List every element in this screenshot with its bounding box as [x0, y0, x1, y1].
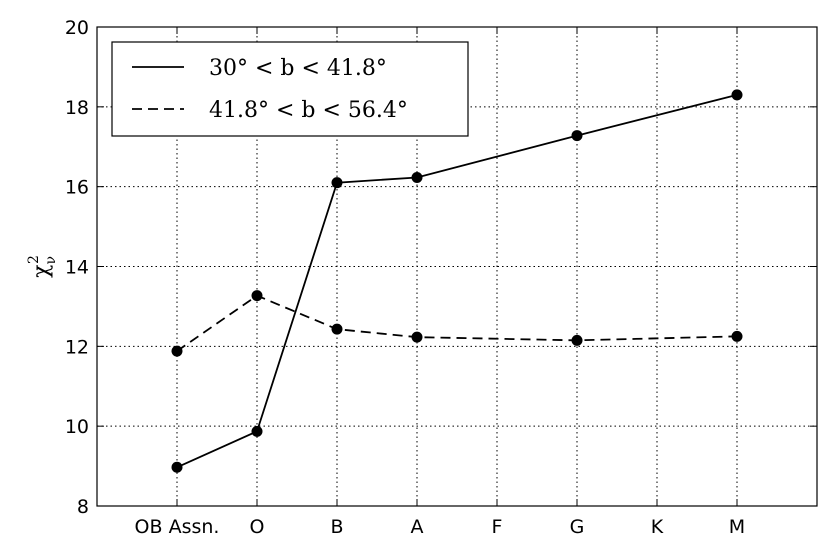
data-point	[251, 290, 263, 302]
x-tick-label: G	[570, 516, 585, 538]
y-tick-label: 20	[65, 17, 89, 39]
plot-frame	[96, 26, 818, 507]
y-axis-label: χν2	[26, 255, 59, 278]
y-axis-label-part: χ	[29, 265, 54, 278]
data-point	[251, 425, 263, 437]
x-tick-label: O	[250, 516, 265, 538]
data-point	[331, 177, 343, 189]
data-point	[411, 331, 423, 343]
data-point	[331, 323, 343, 335]
x-tick-label: A	[411, 516, 424, 538]
x-tick-label: OB Assn.	[135, 516, 220, 538]
legend-box	[111, 41, 469, 137]
series-line	[176, 294, 738, 352]
data-point	[571, 334, 583, 346]
y-axis-label-part: ν	[43, 256, 59, 265]
y-tick-label: 14	[65, 257, 89, 279]
series-line	[176, 93, 738, 469]
data-point	[731, 330, 743, 342]
y-tick-label: 8	[77, 496, 89, 518]
y-tick-label: 16	[65, 177, 89, 199]
y-tick-label: 12	[65, 336, 89, 358]
data-point	[171, 461, 183, 473]
y-axis-label-part: 2	[26, 255, 42, 264]
data-point	[171, 345, 183, 357]
y-tick-label: 18	[65, 97, 89, 119]
legend-label: 30° < b < 41.8°	[209, 56, 387, 81]
x-tick-label: B	[330, 516, 343, 538]
y-tick-label: 10	[65, 416, 89, 438]
x-tick-label: K	[651, 516, 664, 538]
data-point	[571, 130, 583, 142]
x-tick-label: M	[729, 516, 745, 538]
legend-label: 41.8° < b < 56.4°	[209, 98, 408, 123]
data-point	[731, 89, 743, 101]
x-tick-label: F	[492, 516, 503, 538]
data-point	[411, 171, 423, 183]
